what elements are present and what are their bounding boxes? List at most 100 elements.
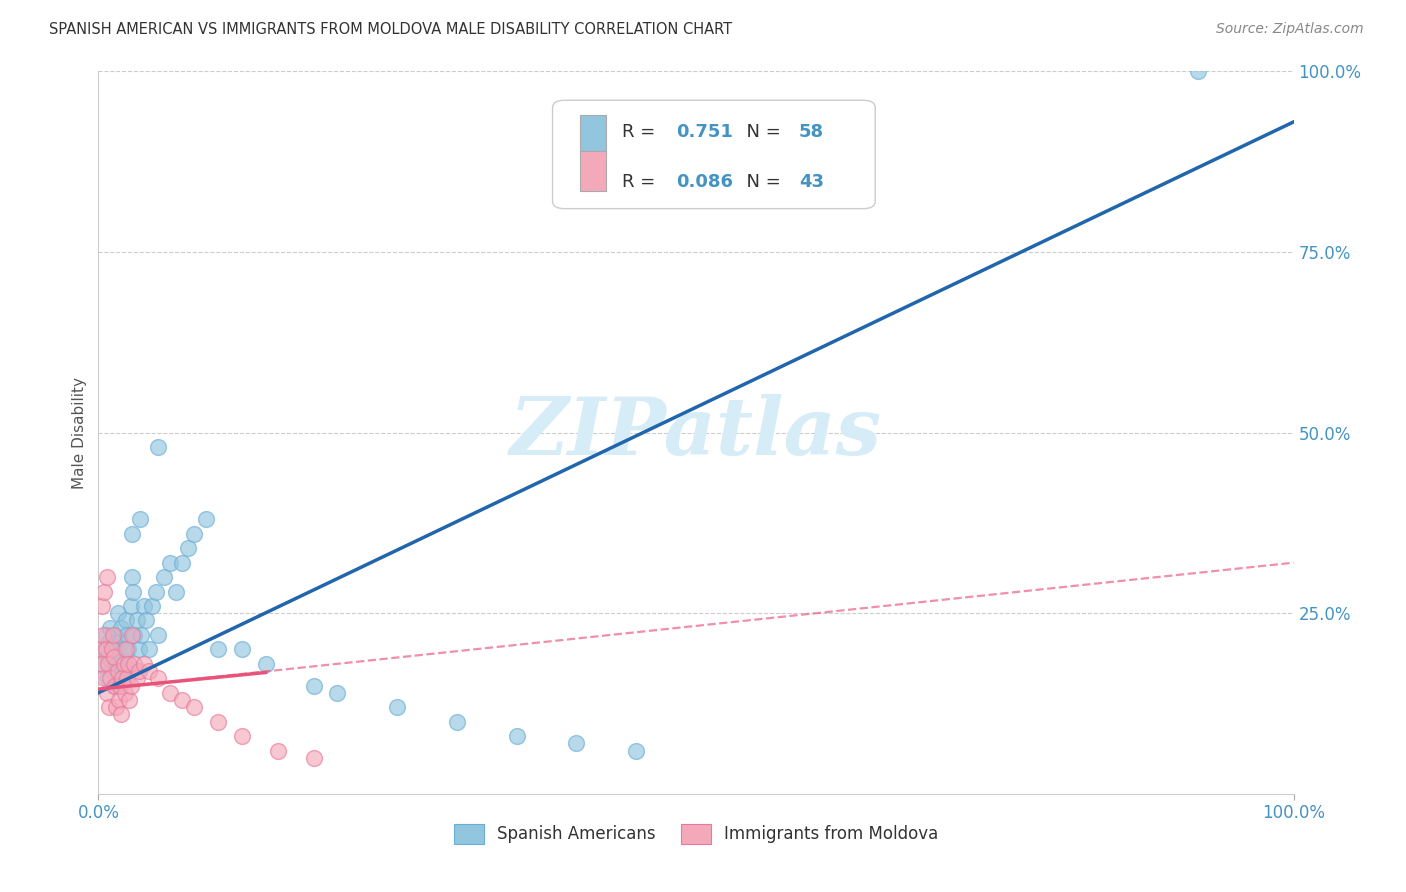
Point xyxy=(148,628,170,642)
Point xyxy=(125,671,148,685)
Point xyxy=(446,714,468,729)
Point xyxy=(120,678,142,692)
Point xyxy=(121,570,143,584)
Point xyxy=(159,686,181,700)
Text: ZIPatlas: ZIPatlas xyxy=(510,394,882,471)
Point xyxy=(177,541,200,556)
Text: R =: R = xyxy=(621,123,661,141)
FancyBboxPatch shape xyxy=(581,151,606,191)
Point xyxy=(108,678,131,692)
Legend: Spanish Americans, Immigrants from Moldova: Spanish Americans, Immigrants from Moldo… xyxy=(447,817,945,851)
Point xyxy=(114,671,136,685)
Point xyxy=(172,693,194,707)
Point xyxy=(207,714,229,729)
Point xyxy=(115,614,138,628)
Point xyxy=(118,657,141,671)
Point xyxy=(302,751,325,765)
Y-axis label: Male Disability: Male Disability xyxy=(72,376,87,489)
Point xyxy=(128,664,150,678)
Point xyxy=(207,642,229,657)
Point xyxy=(112,657,135,671)
Point xyxy=(107,649,129,664)
Point xyxy=(302,678,325,692)
Point xyxy=(93,642,115,657)
Point xyxy=(91,657,114,671)
Point xyxy=(93,671,115,685)
Text: 0.086: 0.086 xyxy=(676,172,733,191)
Point xyxy=(103,678,125,692)
Point xyxy=(100,664,122,678)
Point xyxy=(110,707,132,722)
Point xyxy=(114,686,136,700)
Point xyxy=(108,635,131,649)
Point xyxy=(148,671,170,685)
Point xyxy=(112,642,135,657)
Point xyxy=(254,657,277,671)
Point xyxy=(115,642,138,657)
Point xyxy=(122,584,145,599)
Point xyxy=(115,671,138,685)
Point xyxy=(110,621,132,635)
Point xyxy=(565,736,588,750)
Point xyxy=(93,584,115,599)
Point xyxy=(120,599,142,613)
Point xyxy=(132,657,155,671)
Point xyxy=(105,700,128,714)
Point xyxy=(195,512,218,526)
Point xyxy=(138,664,160,678)
Point xyxy=(115,628,138,642)
Point xyxy=(100,642,122,657)
Point xyxy=(107,607,129,621)
Point xyxy=(91,657,114,671)
Text: 43: 43 xyxy=(799,172,824,191)
Point xyxy=(141,599,163,613)
Point xyxy=(107,693,129,707)
Point xyxy=(101,628,124,642)
FancyBboxPatch shape xyxy=(553,100,876,209)
Point xyxy=(132,599,155,613)
Point xyxy=(117,657,139,671)
Point xyxy=(97,657,120,671)
Point xyxy=(159,556,181,570)
Point xyxy=(131,628,153,642)
Point xyxy=(96,671,118,685)
Point xyxy=(91,599,114,613)
Point xyxy=(385,700,409,714)
Point xyxy=(183,700,205,714)
Point xyxy=(108,678,131,692)
Point xyxy=(94,642,117,657)
Point xyxy=(128,642,150,657)
Point xyxy=(267,743,290,757)
Point xyxy=(121,628,143,642)
Point xyxy=(118,693,141,707)
Point xyxy=(104,678,127,692)
Point xyxy=(135,614,157,628)
Point xyxy=(124,628,146,642)
Point xyxy=(626,743,648,757)
Point xyxy=(153,570,176,584)
Point xyxy=(121,526,143,541)
Point xyxy=(96,570,118,584)
Point xyxy=(231,642,253,657)
Text: R =: R = xyxy=(621,172,661,191)
Point xyxy=(145,584,167,599)
Point xyxy=(129,512,152,526)
Point xyxy=(117,642,139,657)
Point xyxy=(326,686,349,700)
Point xyxy=(231,729,253,743)
Point xyxy=(97,649,120,664)
Point xyxy=(91,628,114,642)
Point xyxy=(98,700,121,714)
Text: 0.751: 0.751 xyxy=(676,123,733,141)
FancyBboxPatch shape xyxy=(581,115,606,154)
Text: N =: N = xyxy=(735,172,787,191)
Point xyxy=(94,628,117,642)
Point xyxy=(98,671,122,685)
Point xyxy=(105,657,128,671)
Point xyxy=(124,657,146,671)
Point xyxy=(103,649,125,664)
Point xyxy=(111,671,134,685)
Text: SPANISH AMERICAN VS IMMIGRANTS FROM MOLDOVA MALE DISABILITY CORRELATION CHART: SPANISH AMERICAN VS IMMIGRANTS FROM MOLD… xyxy=(49,22,733,37)
Point xyxy=(148,440,170,454)
Point xyxy=(107,664,129,678)
